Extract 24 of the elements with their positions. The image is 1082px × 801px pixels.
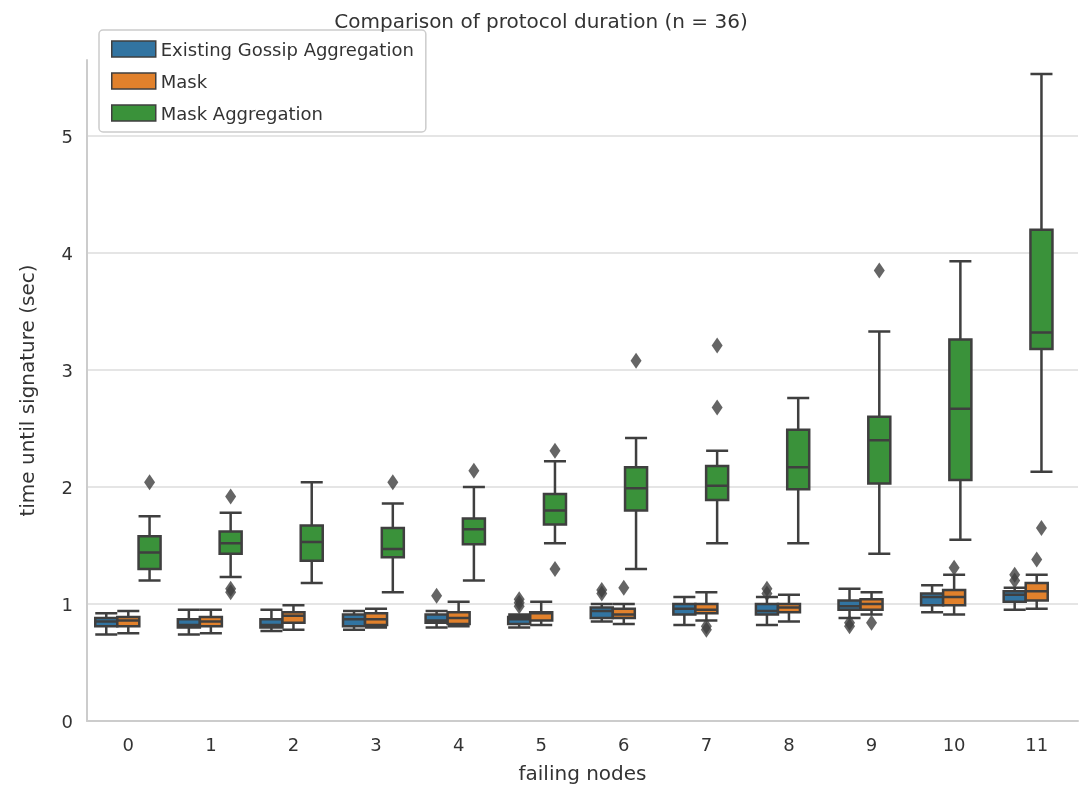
x-tick-label: 11 xyxy=(1025,733,1049,755)
x-tick-label: 6 xyxy=(618,733,630,755)
y-tick-label: 3 xyxy=(61,359,73,381)
y-tick-label: 4 xyxy=(61,242,73,264)
x-tick-label: 5 xyxy=(535,733,547,755)
y-tick-label: 1 xyxy=(61,593,73,615)
x-tick-label: 1 xyxy=(205,733,217,755)
x-tick-label: 7 xyxy=(700,733,713,755)
y-tick-label: 2 xyxy=(61,476,73,498)
y-tick-label: 5 xyxy=(61,125,73,147)
x-tick-label: 0 xyxy=(122,733,135,755)
x-tick-label: 3 xyxy=(370,733,382,755)
legend-label: Existing Gossip Aggregation xyxy=(160,38,414,60)
x-tick-label: 4 xyxy=(452,733,465,755)
x-tick-label: 9 xyxy=(865,733,878,755)
x-tick-label: 2 xyxy=(287,733,300,755)
x-tick-label: 10 xyxy=(942,733,966,755)
legend-label: Mask Aggregation xyxy=(160,102,324,124)
x-axis-title: failing nodes xyxy=(518,761,647,785)
x-tick-label: 8 xyxy=(783,733,795,755)
legend-label: Mask xyxy=(160,70,208,92)
chart-title: Comparison of protocol duration (n = 36) xyxy=(334,9,748,33)
y-tick-label: 0 xyxy=(61,710,73,732)
y-axis-title: time until signature (sec) xyxy=(15,264,39,517)
